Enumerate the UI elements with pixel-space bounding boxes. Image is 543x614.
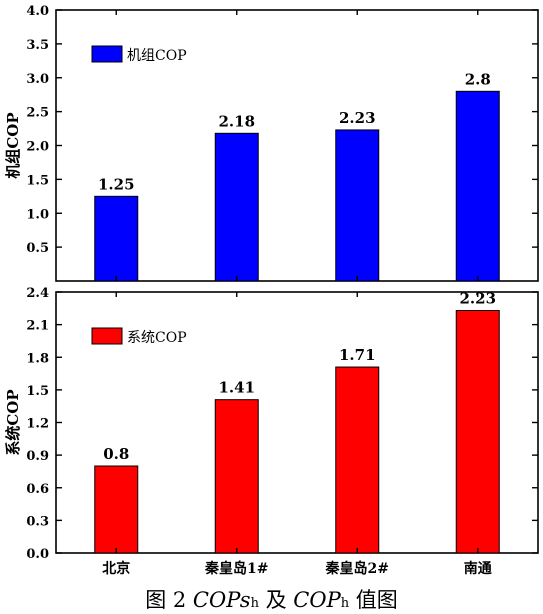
system-cop-ytick-label: 0.3 bbox=[26, 514, 49, 529]
unit-cop-ytick-label: 3.5 bbox=[26, 38, 49, 53]
unit-cop-legend-label: 机组COP bbox=[127, 48, 187, 64]
system-cop-ytick-label: 0.9 bbox=[26, 449, 49, 464]
system-cop-y-axis-label: 系统COP bbox=[4, 389, 22, 455]
unit-cop-ytick-label: 3.0 bbox=[26, 72, 49, 87]
figure-caption: 图 2 COPsh 及 COPh 值图 bbox=[0, 584, 543, 614]
unit-cop-bar bbox=[455, 90, 500, 282]
system-cop-legend-swatch bbox=[91, 327, 123, 345]
system-cop-bar bbox=[455, 309, 500, 554]
system-cop-ytick-label: 1.5 bbox=[26, 384, 49, 399]
caption-part2-sub: h bbox=[340, 596, 350, 611]
unit-cop-legend-swatch bbox=[91, 45, 123, 63]
unit-cop-value-label: 2.23 bbox=[339, 109, 376, 127]
system-cop-value-label: 0.8 bbox=[103, 445, 129, 463]
system-cop-ytick-label: 2.4 bbox=[26, 286, 49, 301]
caption-part1-sub: h bbox=[250, 596, 259, 611]
system-cop-ytick-label: 2.1 bbox=[26, 319, 49, 334]
system-cop-legend-label: 系统COP bbox=[127, 330, 187, 346]
unit-cop-ytick-label: 0.5 bbox=[26, 241, 49, 256]
system-cop-value-label: 2.23 bbox=[459, 289, 496, 307]
unit-cop-bar bbox=[335, 129, 380, 282]
system-cop-bar bbox=[94, 465, 139, 554]
x-category-label: 北京 bbox=[102, 560, 130, 577]
system-cop-bar bbox=[214, 399, 259, 554]
x-category-label: 南通 bbox=[464, 560, 492, 577]
system-cop-bar bbox=[335, 366, 380, 554]
system-cop-ytick-label: 1.8 bbox=[26, 351, 49, 366]
unit-cop-bar bbox=[214, 132, 259, 282]
x-category-label: 秦皇岛1# bbox=[204, 560, 268, 577]
system-cop-value-label: 1.41 bbox=[218, 379, 255, 397]
unit-cop-y-axis-label: 机组COP bbox=[4, 112, 22, 178]
caption-connector: 及 bbox=[258, 588, 294, 612]
unit-cop-ytick-label: 2.5 bbox=[26, 106, 49, 121]
unit-cop-bar bbox=[94, 195, 139, 282]
caption-prefix: 图 2 bbox=[145, 588, 193, 612]
unit-cop-ytick-label: 1.5 bbox=[26, 173, 49, 188]
unit-cop-value-label: 1.25 bbox=[98, 175, 135, 193]
system-cop-ytick-label: 0.6 bbox=[26, 482, 49, 497]
unit-cop-ytick-label: 4.0 bbox=[26, 4, 49, 19]
unit-cop-value-label: 2.18 bbox=[218, 112, 255, 130]
caption-part2: COP bbox=[293, 588, 341, 612]
system-cop-ytick-label: 0.0 bbox=[26, 547, 49, 562]
x-category-label: 秦皇岛2# bbox=[325, 560, 389, 577]
unit-cop-value-label: 2.8 bbox=[465, 70, 491, 88]
caption-part1: COPs bbox=[192, 588, 251, 612]
unit-cop-ytick-label: 1.0 bbox=[26, 207, 49, 222]
system-cop-value-label: 1.71 bbox=[339, 346, 376, 364]
caption-suffix: 值图 bbox=[349, 588, 398, 612]
system-cop-ytick-label: 1.2 bbox=[26, 417, 49, 432]
unit-cop-ytick-label: 2.0 bbox=[26, 140, 49, 155]
